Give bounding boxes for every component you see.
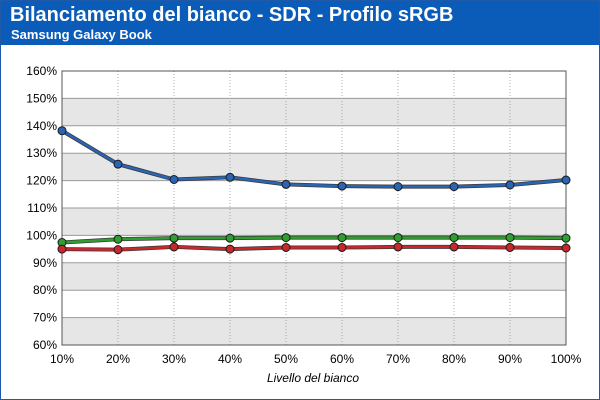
data-point — [337, 242, 347, 252]
data-point — [393, 242, 403, 252]
data-point — [337, 233, 347, 243]
data-point — [337, 181, 347, 191]
data-point — [449, 233, 459, 243]
plot-band — [62, 71, 566, 99]
data-point — [113, 234, 123, 244]
x-tick-label: 50% — [274, 352, 298, 366]
plot-band — [62, 317, 566, 345]
x-tick-label: 20% — [106, 352, 130, 366]
plot-band — [62, 153, 566, 181]
plot-border — [61, 70, 567, 346]
x-tick-label: 100% — [551, 352, 582, 366]
x-axis-label: Livello del bianco — [267, 371, 359, 385]
y-axis-ticks: 60% 70% 80% 90% 100% 110% 120% 130% 140% 150% 160% — [26, 64, 57, 352]
plot-band — [62, 208, 566, 236]
plot-grid — [61, 70, 567, 346]
series-line — [61, 129, 567, 188]
data-point — [57, 126, 67, 136]
x-tick-label: 80% — [442, 352, 466, 366]
x-tick-label: 10% — [50, 352, 74, 366]
x-tick-label: 30% — [162, 352, 186, 366]
y-tick-label: 60% — [33, 338, 57, 352]
data-point — [225, 244, 235, 254]
data-point — [449, 182, 459, 192]
x-tick-label: 40% — [218, 352, 242, 366]
data-point — [281, 179, 291, 189]
data-point — [505, 242, 515, 252]
y-tick-label: 150% — [26, 91, 57, 105]
chart-title: Bilanciamento del bianco - SDR - Profilo… — [10, 4, 454, 26]
plot-bands — [62, 71, 566, 345]
chart-header: Bilanciamento del bianco - SDR - Profilo… — [1, 1, 599, 45]
y-tick-label: 80% — [33, 283, 57, 297]
data-point — [169, 175, 179, 185]
plot-band — [62, 125, 566, 154]
y-tick-label: 90% — [33, 256, 57, 270]
data-point — [57, 244, 67, 254]
x-tick-label: 90% — [498, 352, 522, 366]
y-tick-label: 130% — [26, 146, 57, 160]
data-point — [561, 243, 571, 253]
data-point — [561, 233, 571, 243]
x-tick-label: 60% — [330, 352, 354, 366]
x-axis-ticks: 10% 20% 30% 40% 50% 60% 70% 80% 90% 100% — [50, 352, 582, 366]
y-tick-label: 160% — [26, 64, 57, 78]
x-tick-label: 70% — [386, 352, 410, 366]
series-line — [61, 245, 567, 251]
series-line — [61, 236, 567, 244]
data-point — [561, 175, 571, 185]
data-point — [169, 242, 179, 252]
data-point — [225, 233, 235, 243]
plot-band — [62, 290, 566, 318]
plot-band — [62, 98, 566, 126]
data-point — [449, 242, 459, 252]
data-point — [393, 233, 403, 243]
data-point — [113, 159, 123, 169]
y-tick-label: 120% — [26, 174, 57, 188]
data-point — [113, 245, 123, 255]
data-point — [225, 172, 235, 182]
series-lines — [57, 126, 571, 255]
y-tick-label: 100% — [26, 228, 57, 242]
y-tick-label: 140% — [26, 119, 57, 133]
y-tick-label: 110% — [27, 201, 57, 215]
data-point — [505, 180, 515, 190]
data-point — [281, 233, 291, 243]
data-point — [281, 242, 291, 252]
y-tick-label: 70% — [33, 311, 57, 325]
data-point — [505, 233, 515, 243]
data-point — [393, 182, 403, 192]
plot-band — [62, 262, 566, 291]
chart-subtitle: Samsung Galaxy Book — [11, 27, 152, 42]
data-point — [169, 233, 179, 243]
